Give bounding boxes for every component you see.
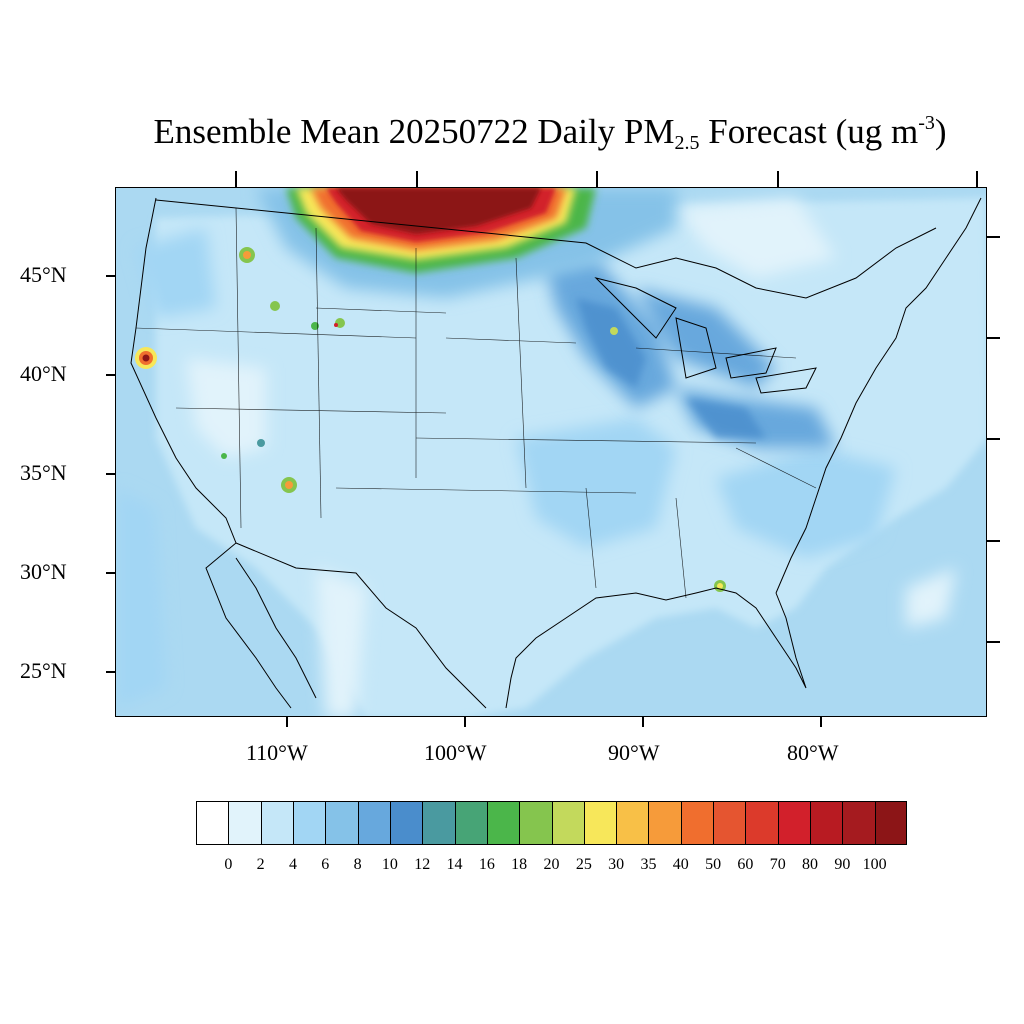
colorbar-swatch <box>551 801 585 845</box>
top-tick-4 <box>777 171 779 187</box>
colorbar-swatch <box>745 801 779 845</box>
right-tick-5 <box>987 641 1000 643</box>
lon-tick-110 <box>286 717 288 727</box>
great-lakes <box>594 277 817 394</box>
colorbar-swatch <box>519 801 552 845</box>
east-coast <box>775 197 982 594</box>
colorbar-tick-label: 8 <box>353 856 362 873</box>
colorbar-swatch <box>486 801 520 845</box>
colorbar-tick-label: 4 <box>288 856 297 873</box>
colorbar-tick-label: 35 <box>640 856 657 873</box>
baja-coast <box>235 557 317 699</box>
lon-label-100: 100°W <box>424 740 487 765</box>
top-tick-2 <box>416 171 418 187</box>
lon-tick-100 <box>464 717 466 727</box>
light-pm-areas <box>186 198 956 716</box>
northern-border-smoke <box>256 188 676 298</box>
title-suffix: ) <box>934 112 947 151</box>
west-coast <box>130 197 292 709</box>
top-tick-1 <box>235 171 237 187</box>
colorbar-swatch <box>228 801 262 845</box>
colorbar-swatch <box>422 801 456 845</box>
lon-label-80: 80°W <box>787 740 839 765</box>
colorbar-swatch <box>616 801 649 845</box>
colorbar-tick-label: 80 <box>802 856 819 873</box>
colorbar-tick-label: 18 <box>511 856 528 873</box>
colorbar-tick-label: 70 <box>769 856 786 873</box>
lat-tick-35 <box>106 473 115 475</box>
boundaries <box>130 197 982 709</box>
colorbar-swatch <box>648 801 682 845</box>
lat-label-40: 40°N <box>20 361 67 386</box>
right-tick-3 <box>987 438 1000 440</box>
medium-pm-areas <box>116 228 896 708</box>
lat-tick-30 <box>106 572 115 574</box>
colorbar-tick-label: 20 <box>543 856 560 873</box>
hotspot-arizona <box>221 439 297 493</box>
title-superscript: -3 <box>918 112 935 134</box>
colorbar-tick-label: 0 <box>224 856 233 873</box>
title-prefix: Ensemble Mean 20250722 Daily PM <box>153 112 675 151</box>
colorbar-swatch <box>842 801 876 845</box>
colorbar-tick-label: 90 <box>834 856 851 873</box>
canada-border <box>155 199 937 299</box>
lon-label-90: 90°W <box>608 740 660 765</box>
map-panel <box>115 187 987 717</box>
colorbar-tick-label: 100 <box>862 856 887 873</box>
chart-title: Ensemble Mean 20250722 Daily PM2.5 Forec… <box>0 112 1024 155</box>
colorbar-swatch <box>357 801 391 845</box>
lat-tick-40 <box>106 374 115 376</box>
colorbar-tick-label: 25 <box>575 856 592 873</box>
colorbar-swatch <box>389 801 423 845</box>
hotspot-northern-california <box>135 347 157 369</box>
lat-label-45: 45°N <box>20 262 67 287</box>
colorbar-tick-label: 10 <box>381 856 398 873</box>
colorbar-swatch <box>810 801 843 845</box>
elevated-pm-areas <box>576 298 766 438</box>
hotspot-alabama-georgia <box>610 327 726 592</box>
colorbar-swatch <box>680 801 714 845</box>
lat-label-35: 35°N <box>20 460 67 485</box>
colorbar-swatch <box>713 801 746 845</box>
title-middle: Forecast (ug m <box>699 112 919 151</box>
colorbar-tick-label: 50 <box>705 856 722 873</box>
pm25-map <box>116 188 986 716</box>
top-tick-3 <box>596 171 598 187</box>
colorbar-tick-label: 16 <box>478 856 495 873</box>
lon-tick-90 <box>642 717 644 727</box>
colorbar-tick-label: 2 <box>256 856 265 873</box>
colorbar-tick-label: 14 <box>446 856 463 873</box>
fire-hotspots <box>135 247 726 592</box>
colorbar-tick-label: 30 <box>608 856 625 873</box>
right-tick-2 <box>987 337 1000 339</box>
hotspot-central-idaho <box>270 301 345 330</box>
colorbar-swatch <box>583 801 617 845</box>
title-subscript: 2.5 <box>674 132 700 154</box>
lon-label-110: 110°W <box>246 740 308 765</box>
colorbar-swatch <box>325 801 359 845</box>
right-tick-1 <box>987 236 1000 238</box>
gulf-coast <box>505 587 807 709</box>
lat-label-25: 25°N <box>20 658 67 683</box>
lat-label-30: 30°N <box>20 559 67 584</box>
lat-tick-25 <box>106 671 115 673</box>
colorbar-swatch <box>196 801 229 845</box>
top-tick-5 <box>976 171 978 187</box>
mexico-border <box>235 542 487 709</box>
lat-tick-45 <box>106 275 115 277</box>
colorbar-tick-label: 6 <box>321 856 330 873</box>
colorbar-swatch <box>454 801 488 845</box>
hotspot-idaho-panhandle <box>239 247 255 263</box>
colorbar-swatch <box>292 801 326 845</box>
colorbar-outline <box>196 801 907 845</box>
colorbar-tick-label: 60 <box>737 856 754 873</box>
colorbar-swatch <box>777 801 811 845</box>
colorbar-tick-label: 12 <box>414 856 431 873</box>
colorbar <box>196 801 908 845</box>
right-tick-4 <box>987 540 1000 542</box>
colorbar-swatch <box>260 801 294 845</box>
colorbar-tick-label: 40 <box>672 856 689 873</box>
lon-tick-80 <box>820 717 822 727</box>
colorbar-swatch <box>874 801 908 845</box>
